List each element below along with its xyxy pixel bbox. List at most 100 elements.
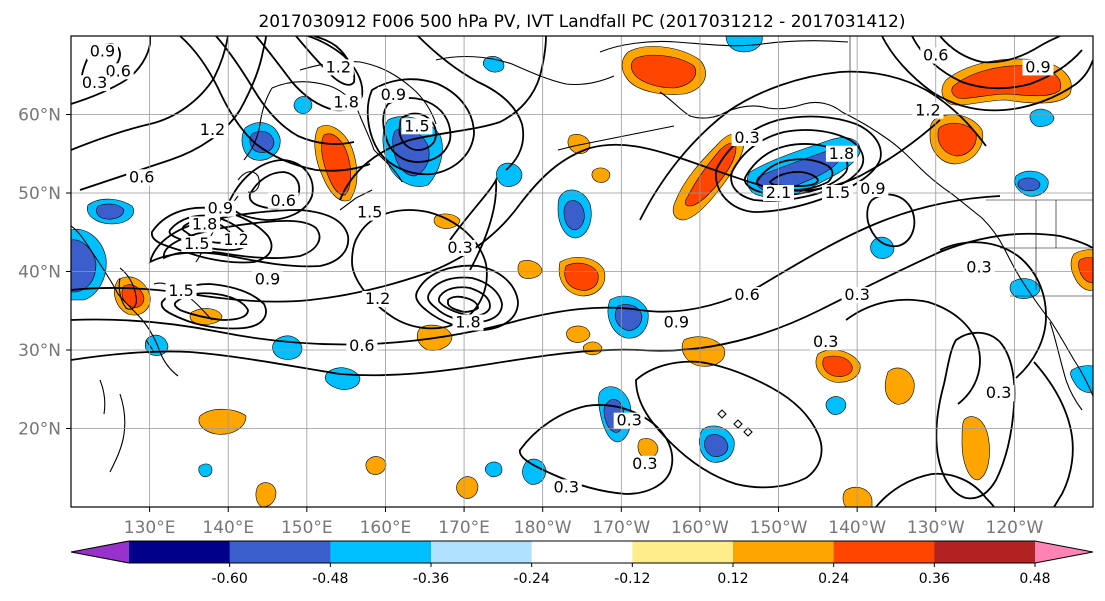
positive-anomaly-region [1078, 257, 1093, 283]
pv-contour-line [875, 472, 995, 507]
figure-title: 2017030912 F006 500 hPa PV, IVT Landfall… [258, 12, 905, 32]
pv-contour-line [755, 158, 834, 191]
negative-anomaly-region [1070, 365, 1093, 393]
contour-label: 1.2 [200, 120, 225, 139]
pv-contour-line [730, 129, 865, 202]
pv-contour-line [935, 331, 1016, 500]
pv-contour-line [415, 264, 519, 331]
colorbar-segment [833, 541, 935, 563]
contour-label: 0.3 [616, 411, 641, 430]
latitude-tick-label: 60°N [18, 106, 61, 126]
longitude-tick-layer: 130°E 140°E 150°E 160°E 170°E 180°W 170°W 160°W… [124, 507, 1043, 538]
negative-anomaly-region [1017, 177, 1041, 192]
contour-label-background [550, 479, 582, 496]
longitude-tick-label: 140°E [202, 518, 254, 538]
positive-anomaly-region [456, 476, 479, 499]
negative-anomaly-region [563, 200, 585, 231]
contour-label-background [362, 290, 394, 307]
positive-anomaly-region [567, 134, 591, 154]
longitude-tick-label: 130°W [907, 518, 965, 538]
latitude-tick-layer: 20°N 30°N 40°N 50°N 60°N [18, 106, 71, 440]
contour-label: 2.1 [766, 183, 791, 202]
contour-label: 0.3 [966, 258, 991, 277]
pv-contour-line [437, 286, 491, 317]
map-area: 0.90.60.31.20.61.80.91.5 1.20.61.50.91.21… [71, 36, 1093, 507]
pv-contour-line [71, 36, 229, 151]
pv-contour-line [639, 70, 987, 221]
contour-label-background [841, 287, 873, 304]
contour-label-background [983, 385, 1015, 402]
positive-anomaly-region [365, 456, 387, 475]
contour-label-background [181, 236, 213, 253]
negative-anomaly-region [522, 458, 547, 485]
colorbar-segment [330, 541, 432, 563]
contour-label-background [165, 283, 197, 300]
contour-label-background [629, 455, 661, 472]
latitude-tick-label: 40°N [18, 263, 61, 283]
contour-label-background [963, 259, 995, 276]
pv-contour-line [635, 360, 823, 489]
negative-anomaly-region [1029, 108, 1055, 127]
contour-label-background [79, 75, 111, 92]
contour-label: 0.9 [860, 179, 885, 198]
longitude-tick-label: 130°E [124, 518, 176, 538]
contour-label: 0.9 [664, 313, 689, 332]
negative-anomaly-region [293, 96, 313, 114]
contour-label-background [346, 338, 378, 355]
contour-label-background [822, 185, 853, 201]
colorbar-segment [733, 541, 835, 563]
contour-label-background [825, 145, 857, 162]
longitude-tick-label: 140°W [828, 518, 886, 538]
colorbar-segment [934, 541, 1036, 563]
contour-label-background [857, 181, 889, 198]
contour-label: 0.3 [632, 454, 657, 473]
contour-label-background [252, 271, 284, 288]
pv-contour-line [519, 404, 674, 495]
colorbar-tick-label: 0.36 [919, 571, 950, 587]
contour-label: 1.5 [404, 116, 429, 135]
contour-label: 1.2 [365, 289, 390, 308]
contour-label-background [444, 239, 476, 256]
colorbar-tick-label: -0.12 [614, 571, 650, 587]
contour-label-layer: 0.90.60.31.20.61.80.91.5 1.20.61.50.91.21… [79, 42, 1054, 496]
negative-anomaly-region [71, 239, 97, 293]
contour-label: 0.6 [271, 191, 296, 210]
negative-anomaly-region [249, 130, 275, 153]
contour-label: 0.9 [381, 85, 406, 104]
colorbar-segment [229, 541, 331, 563]
contour-label-background [204, 200, 236, 217]
pv-contour-line [71, 119, 941, 303]
colorbar-tick-label: -0.48 [312, 571, 348, 587]
colorbar-tick-label: -0.60 [212, 571, 248, 587]
contour-label: 1.8 [455, 313, 480, 332]
colorbar-extend-high [1035, 541, 1093, 563]
negative-anomaly-region [272, 335, 303, 360]
positive-anomaly-region [822, 355, 853, 377]
positive-anomaly-region [321, 133, 351, 196]
colorbar-segment [531, 541, 633, 563]
colorbar-extend-low [71, 541, 129, 563]
contour-label: 0.9 [208, 199, 233, 218]
contour-label: 0.6 [734, 285, 759, 304]
colorbar: -0.60 -0.48 -0.36 -0.24 -0.12 0.12 0.24 0.36 0.4… [70, 540, 1094, 587]
positive-anomaly-region [433, 213, 461, 229]
contour-label-background [660, 314, 692, 331]
coastline [71, 225, 179, 377]
positive-anomaly-region [591, 167, 611, 183]
pv-contour-line [398, 112, 437, 151]
longitude-tick-label: 160°W [671, 518, 729, 538]
colorbar-tick-label: 0.48 [1019, 571, 1050, 587]
pv-contour-line [366, 78, 475, 176]
pv-contour-line [743, 143, 849, 196]
colorbar-tick-label: 0.24 [818, 571, 849, 587]
contour-label: 1.8 [333, 93, 358, 112]
colorbar-segment [632, 541, 734, 563]
pv-contour-layer [71, 36, 1093, 507]
contour-label-background [267, 192, 299, 209]
positive-anomaly-region [121, 284, 145, 308]
positive-anomaly-region [255, 482, 277, 507]
pv-contour-line [229, 159, 314, 221]
negative-anomaly-region [144, 334, 169, 356]
pv-contour-line [881, 36, 1093, 112]
